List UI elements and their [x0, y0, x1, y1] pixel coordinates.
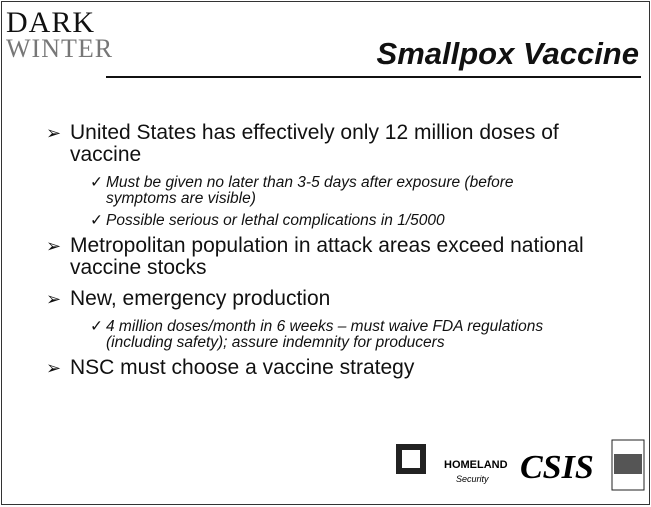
logo: DARK WINTER: [6, 6, 114, 63]
bullet: Metropolitan population in attack areas …: [46, 235, 626, 279]
bullet: NSC must choose a vaccine strategy: [46, 357, 626, 380]
logo-icon: [614, 454, 642, 474]
logo-text: CSIS: [520, 449, 594, 486]
bullet: New, emergency production: [46, 288, 626, 311]
title-rule: [106, 76, 641, 78]
bullet: United States has effectively only 12 mi…: [46, 122, 626, 166]
logo-text: Security: [456, 474, 489, 484]
sub-bullet: Possible serious or lethal complications…: [90, 213, 586, 230]
bullet-list: United States has effectively only 12 mi…: [46, 122, 626, 388]
logo-text: HOMELAND: [444, 459, 508, 471]
sub-bullet: 4 million doses/month in 6 weeks – must …: [90, 319, 586, 351]
slide-title: Smallpox Vaccine: [376, 36, 639, 71]
sub-bullet: Must be given no later than 3-5 days aft…: [90, 175, 586, 207]
logo-icon: [402, 450, 420, 468]
logo-line: DARK: [6, 6, 96, 39]
logo-line: WINTER: [6, 34, 114, 63]
footer-logos: HOMELAND Security CSIS: [396, 439, 645, 491]
